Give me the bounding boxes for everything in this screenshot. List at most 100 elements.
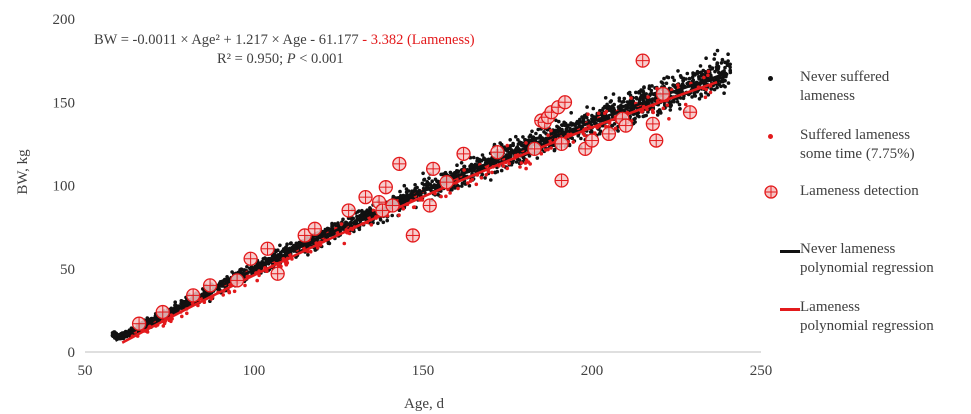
data-point: [607, 104, 611, 109]
legend-label: Lameness: [800, 299, 860, 315]
black-line-icon: [758, 240, 800, 260]
data-point: [669, 103, 673, 108]
data-point: [514, 160, 519, 164]
data-point: [479, 176, 484, 180]
data-point: [692, 94, 697, 98]
data-point: [712, 57, 716, 61]
x-tick-label: 50: [78, 363, 93, 379]
data-point: [111, 334, 115, 339]
data-point: [534, 131, 538, 136]
data-point: [271, 253, 276, 257]
data-point: [704, 90, 708, 95]
data-point: [118, 333, 122, 337]
data-point: [662, 76, 666, 81]
data-point: [518, 140, 522, 144]
data-point: [658, 109, 662, 114]
legend-label: Never suffered: [800, 69, 890, 85]
data-point: [672, 99, 676, 104]
data-point: [640, 96, 644, 100]
data-point: [460, 181, 465, 186]
data-point: [695, 71, 700, 76]
data-point: [720, 70, 725, 74]
data-point: [499, 168, 504, 173]
legend-label: Suffered lameness: [800, 127, 911, 143]
data-point: [661, 81, 665, 85]
data-point: [721, 79, 725, 84]
data-point: [221, 293, 225, 297]
data-point: [470, 177, 475, 182]
data-point: [483, 176, 487, 180]
data-point: [284, 262, 288, 266]
data-point: [586, 112, 590, 117]
data-point: [506, 146, 511, 151]
data-point: [554, 118, 558, 123]
black-dot-icon: [758, 68, 800, 88]
data-point: [398, 195, 403, 200]
data-point: [710, 66, 714, 71]
data-point: [726, 81, 731, 85]
data-point: [655, 113, 660, 117]
lameness-detection-marker: [635, 53, 650, 68]
data-point: [369, 223, 374, 227]
data-point: [678, 107, 682, 111]
data-point: [530, 129, 534, 134]
data-point: [296, 243, 301, 247]
data-point: [617, 96, 622, 100]
data-point: [169, 306, 174, 311]
legend-label: polynomial regression: [800, 318, 934, 334]
lameness-detection-marker: [649, 133, 664, 148]
data-point: [650, 92, 654, 96]
data-point: [676, 83, 680, 87]
red-dot-icon: [758, 126, 800, 146]
data-point: [289, 241, 293, 245]
data-point: [549, 128, 553, 133]
data-point: [612, 102, 616, 107]
data-point: [490, 170, 494, 175]
data-point: [232, 289, 237, 294]
data-point: [527, 154, 532, 158]
data-point: [535, 156, 540, 160]
data-point: [161, 324, 166, 328]
data-point: [439, 194, 443, 199]
data-point: [255, 278, 259, 283]
never-lameness-regression-line: [114, 71, 728, 342]
data-point: [501, 164, 506, 168]
legend-item-never-regression: Never lameness polynomial regression: [758, 240, 934, 278]
data-point: [557, 119, 561, 124]
data-point: [573, 123, 577, 127]
data-point: [428, 182, 432, 187]
data-point: [726, 59, 730, 63]
data-point: [524, 141, 528, 145]
data-point: [716, 78, 721, 83]
lameness-detection-marker: [425, 161, 441, 177]
data-point: [505, 166, 510, 171]
data-point: [404, 190, 409, 194]
data-point: [712, 87, 717, 92]
data-point: [596, 111, 601, 116]
data-point: [460, 184, 464, 188]
legend-label: some time (7.75%): [800, 146, 915, 162]
data-point: [521, 156, 526, 160]
legend-item-never-suffered: Never suffered lameness: [758, 68, 889, 106]
data-point: [585, 115, 589, 120]
data-point: [385, 218, 390, 223]
lameness-detection-marker: [270, 266, 285, 281]
data-point: [677, 102, 682, 107]
data-point: [456, 186, 460, 191]
lameness-detection-marker: [554, 136, 569, 152]
data-point: [404, 187, 409, 191]
data-point: [398, 189, 402, 194]
data-point: [471, 155, 476, 160]
data-point: [420, 198, 425, 202]
data-point: [569, 121, 573, 125]
data-point: [720, 57, 725, 62]
lameness-detection-marker: [422, 198, 437, 213]
data-point: [637, 90, 641, 94]
data-point: [609, 108, 613, 113]
data-point: [227, 289, 231, 294]
data-point: [699, 94, 704, 98]
lameness-detection-marker: [439, 175, 454, 190]
lameness-detection-marker: [490, 145, 505, 160]
data-point: [341, 217, 345, 222]
data-point: [243, 283, 247, 288]
